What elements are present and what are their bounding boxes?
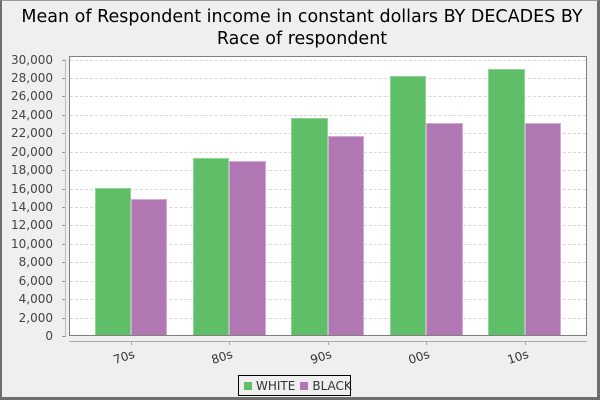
bar-black-90s [327, 136, 365, 336]
chart-title: Mean of Respondent income in constant do… [2, 6, 600, 50]
x-tick-label: 90s [308, 347, 334, 367]
y-tick-label: 2,000 [18, 310, 53, 325]
y-tick-label: 10,000 [11, 236, 53, 251]
y-tick-label: 20,000 [11, 144, 53, 159]
legend-item-white: WHITE [244, 379, 295, 393]
legend-swatch-icon [244, 381, 252, 390]
y-tick-mark [62, 96, 66, 98]
y-tick-mark [62, 114, 66, 116]
legend-swatch-icon [300, 381, 309, 390]
legend-item-black: BLACK [300, 378, 352, 393]
x-tick-mark [426, 341, 428, 345]
legend-label: WHITE [256, 378, 296, 393]
y-tick-mark [62, 280, 66, 282]
gridline [70, 77, 586, 79]
y-tick-mark [62, 77, 66, 79]
y-tick-label: 24,000 [11, 107, 53, 122]
y-tick-label: 22,000 [11, 126, 53, 141]
chart-title-line-2: Race of respondent [216, 29, 388, 49]
bar-black-80s [229, 161, 266, 336]
y-tick-mark [62, 188, 66, 190]
bar-white-00s [389, 75, 427, 336]
y-tick-mark [62, 317, 66, 319]
y-tick-mark [62, 299, 66, 301]
chart-title-line-1: Mean of Respondent income in constant do… [21, 7, 583, 27]
bar-white-70s [94, 187, 131, 336]
y-tick-label: 0 [45, 329, 53, 343]
bar-black-10s [524, 123, 561, 336]
x-tick-mark [229, 341, 231, 345]
gridline [70, 96, 586, 98]
y-tick-mark [62, 225, 66, 227]
y-tick-label: 14,000 [11, 199, 53, 214]
y-tick-mark [62, 243, 66, 245]
y-tick-mark [62, 151, 66, 153]
y-tick-label: 28,000 [11, 70, 53, 85]
y-tick-label: 30,000 [11, 52, 53, 67]
gridline [70, 59, 586, 61]
bar-white-90s [291, 117, 328, 336]
bar-white-80s [193, 157, 230, 336]
y-tick-label: 4,000 [18, 292, 53, 307]
gridline [70, 114, 586, 116]
y-tick-label: 8,000 [18, 255, 53, 270]
y-tick-mark [62, 133, 66, 135]
bar-white-10s [488, 69, 525, 336]
x-tick-label: 00s [406, 347, 432, 367]
legend-label: BLACK [312, 378, 352, 393]
y-tick-label: 18,000 [11, 163, 53, 178]
gridline [70, 133, 586, 135]
x-tick-label: 70s [111, 347, 137, 367]
y-tick-mark [62, 59, 66, 61]
x-tick-label: 10s [505, 347, 530, 367]
y-tick-label: 6,000 [18, 273, 53, 288]
x-tick-label: 80s [209, 347, 235, 367]
y-tick-mark [62, 262, 66, 264]
bar-black-70s [131, 199, 168, 336]
plot-area [69, 56, 587, 336]
y-tick-label: 16,000 [11, 181, 53, 196]
y-tick-mark [62, 336, 66, 337]
y-tick-mark [62, 170, 66, 172]
x-tick-mark [131, 341, 132, 345]
y-tick-label: 26,000 [11, 89, 53, 104]
y-tick-mark [62, 206, 66, 208]
bar-black-00s [426, 122, 463, 336]
x-tick-mark [524, 341, 526, 345]
legend: WHITE BLACK [238, 375, 352, 396]
x-tick-mark [327, 341, 329, 345]
y-axis-line [65, 59, 66, 336]
y-tick-label: 12,000 [11, 218, 53, 233]
